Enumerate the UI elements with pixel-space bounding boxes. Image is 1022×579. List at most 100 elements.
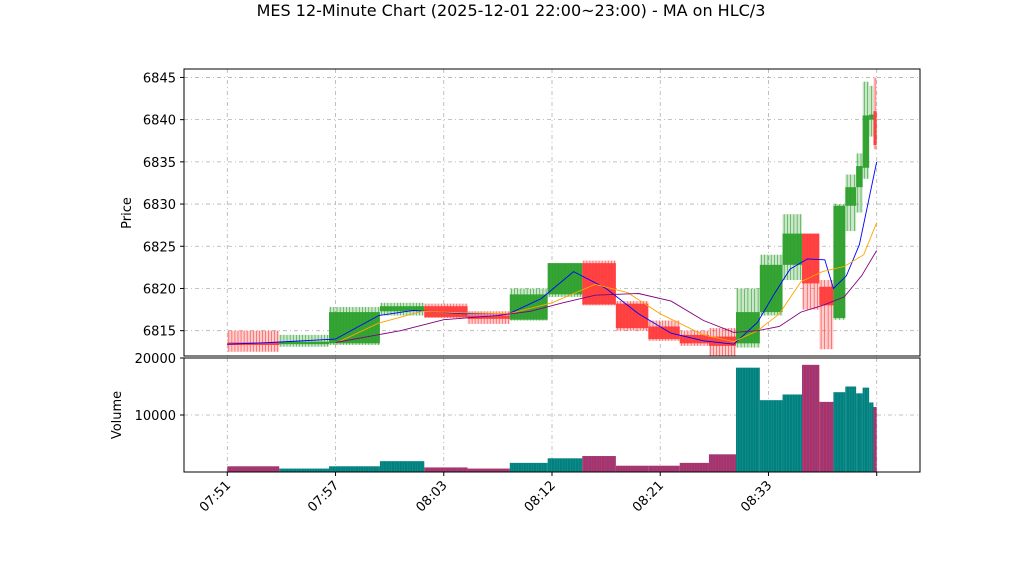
volume-tick-label: 20000 <box>135 352 176 367</box>
price-candles <box>227 77 877 356</box>
candle-body <box>467 315 510 319</box>
volume-bar-fill <box>329 466 380 472</box>
volume-bar-fill <box>615 465 649 472</box>
price-y-ticks: 6815 6820 6825 6830 6835 6840 6845 <box>143 71 184 340</box>
volume-bar <box>279 468 330 472</box>
volume-tick-label: 10000 <box>135 409 176 424</box>
volume-bar <box>227 466 280 472</box>
volume-bar <box>424 467 468 472</box>
candle-body <box>833 205 846 319</box>
candle <box>379 302 425 316</box>
candle <box>802 233 820 310</box>
candle-body <box>873 111 877 145</box>
candle <box>509 288 548 321</box>
candle-body <box>869 114 874 120</box>
candle-body <box>845 187 857 206</box>
candle-body <box>424 306 468 318</box>
volume-bar <box>862 387 870 472</box>
price-tick-label: 6815 <box>143 325 176 340</box>
volume-bars <box>227 364 877 472</box>
volume-bar-fill <box>833 392 846 472</box>
volume-bar <box>379 461 425 472</box>
volume-y-ticks: 10000 20000 <box>135 352 184 424</box>
volume-bar-fill <box>467 468 510 472</box>
candle-body <box>802 233 820 284</box>
candle <box>856 153 863 213</box>
price-tick-label: 6845 <box>143 71 176 86</box>
volume-bar-fill <box>856 393 863 472</box>
candle-body <box>227 342 280 346</box>
volume-bar <box>736 367 760 472</box>
volume-bar <box>845 386 857 472</box>
candle <box>759 254 783 316</box>
candle-body <box>736 312 760 344</box>
volume-bar-fill <box>862 387 870 472</box>
volume-bar <box>615 465 649 472</box>
price-tick-label: 6840 <box>143 114 176 129</box>
x-axis-ticks: 07:51 07:57 08:03 08:12 08:21 08:33 <box>197 472 878 515</box>
candle-body <box>379 306 425 312</box>
x-tick-label: 08:12 <box>522 478 559 515</box>
volume-bar-fill <box>845 386 857 472</box>
volume-bar-fill <box>648 465 680 472</box>
candle <box>227 330 280 352</box>
moving-average-line <box>335 250 878 343</box>
volume-bar <box>873 407 877 472</box>
candle <box>582 260 616 306</box>
price-tick-label: 6830 <box>143 198 176 213</box>
candle <box>862 81 870 179</box>
candle <box>648 320 680 341</box>
price-tick-label: 6820 <box>143 282 176 297</box>
candle <box>845 174 857 232</box>
candle <box>869 85 874 137</box>
volume-bar <box>833 392 846 472</box>
volume-axis-label: Volume <box>110 391 125 439</box>
candle <box>819 280 834 350</box>
volume-bar <box>869 402 874 472</box>
price-grid <box>184 69 920 356</box>
volume-bar-fill <box>227 466 280 472</box>
x-tick-label: 08:21 <box>630 478 667 515</box>
moving-average-line <box>335 222 878 344</box>
candle-body <box>279 341 330 345</box>
x-tick-label: 08:33 <box>738 478 775 515</box>
x-tick-label: 07:57 <box>305 478 342 515</box>
volume-bar-fill <box>802 364 820 472</box>
volume-bar <box>467 468 510 472</box>
candle-body <box>862 115 870 168</box>
volume-bar <box>648 465 680 472</box>
candle <box>873 77 877 150</box>
price-axis-label: Price <box>120 197 135 229</box>
volume-bar <box>782 394 803 472</box>
moving-average-line <box>227 161 878 345</box>
candle <box>833 204 846 320</box>
candle-body <box>782 233 803 265</box>
candle-body <box>819 286 834 306</box>
candle <box>782 214 803 281</box>
volume-bar <box>329 466 380 472</box>
volume-bar <box>759 400 783 472</box>
volume-bar <box>708 454 736 472</box>
candle <box>424 303 468 319</box>
price-panel-frame <box>183 68 921 357</box>
price-tick-label: 6835 <box>143 156 176 171</box>
price-moving-averages <box>227 161 878 345</box>
volume-bar <box>819 401 834 472</box>
candle-body <box>708 336 736 346</box>
volume-bar <box>802 364 820 472</box>
candle-body <box>856 166 863 188</box>
x-tick-label: 08:03 <box>413 478 450 515</box>
volume-bar <box>856 393 863 472</box>
x-tick-label: 07:51 <box>197 478 234 515</box>
volume-bar <box>582 456 616 472</box>
candle-body <box>582 263 616 305</box>
candle-body <box>648 326 680 340</box>
candle-body <box>679 334 709 344</box>
volume-bar <box>679 462 709 472</box>
candle-body <box>615 303 649 329</box>
chart-title: MES 12-Minute Chart (2025-12-01 22:00~23… <box>257 1 766 20</box>
candle <box>615 301 649 331</box>
volume-bar <box>509 462 548 472</box>
